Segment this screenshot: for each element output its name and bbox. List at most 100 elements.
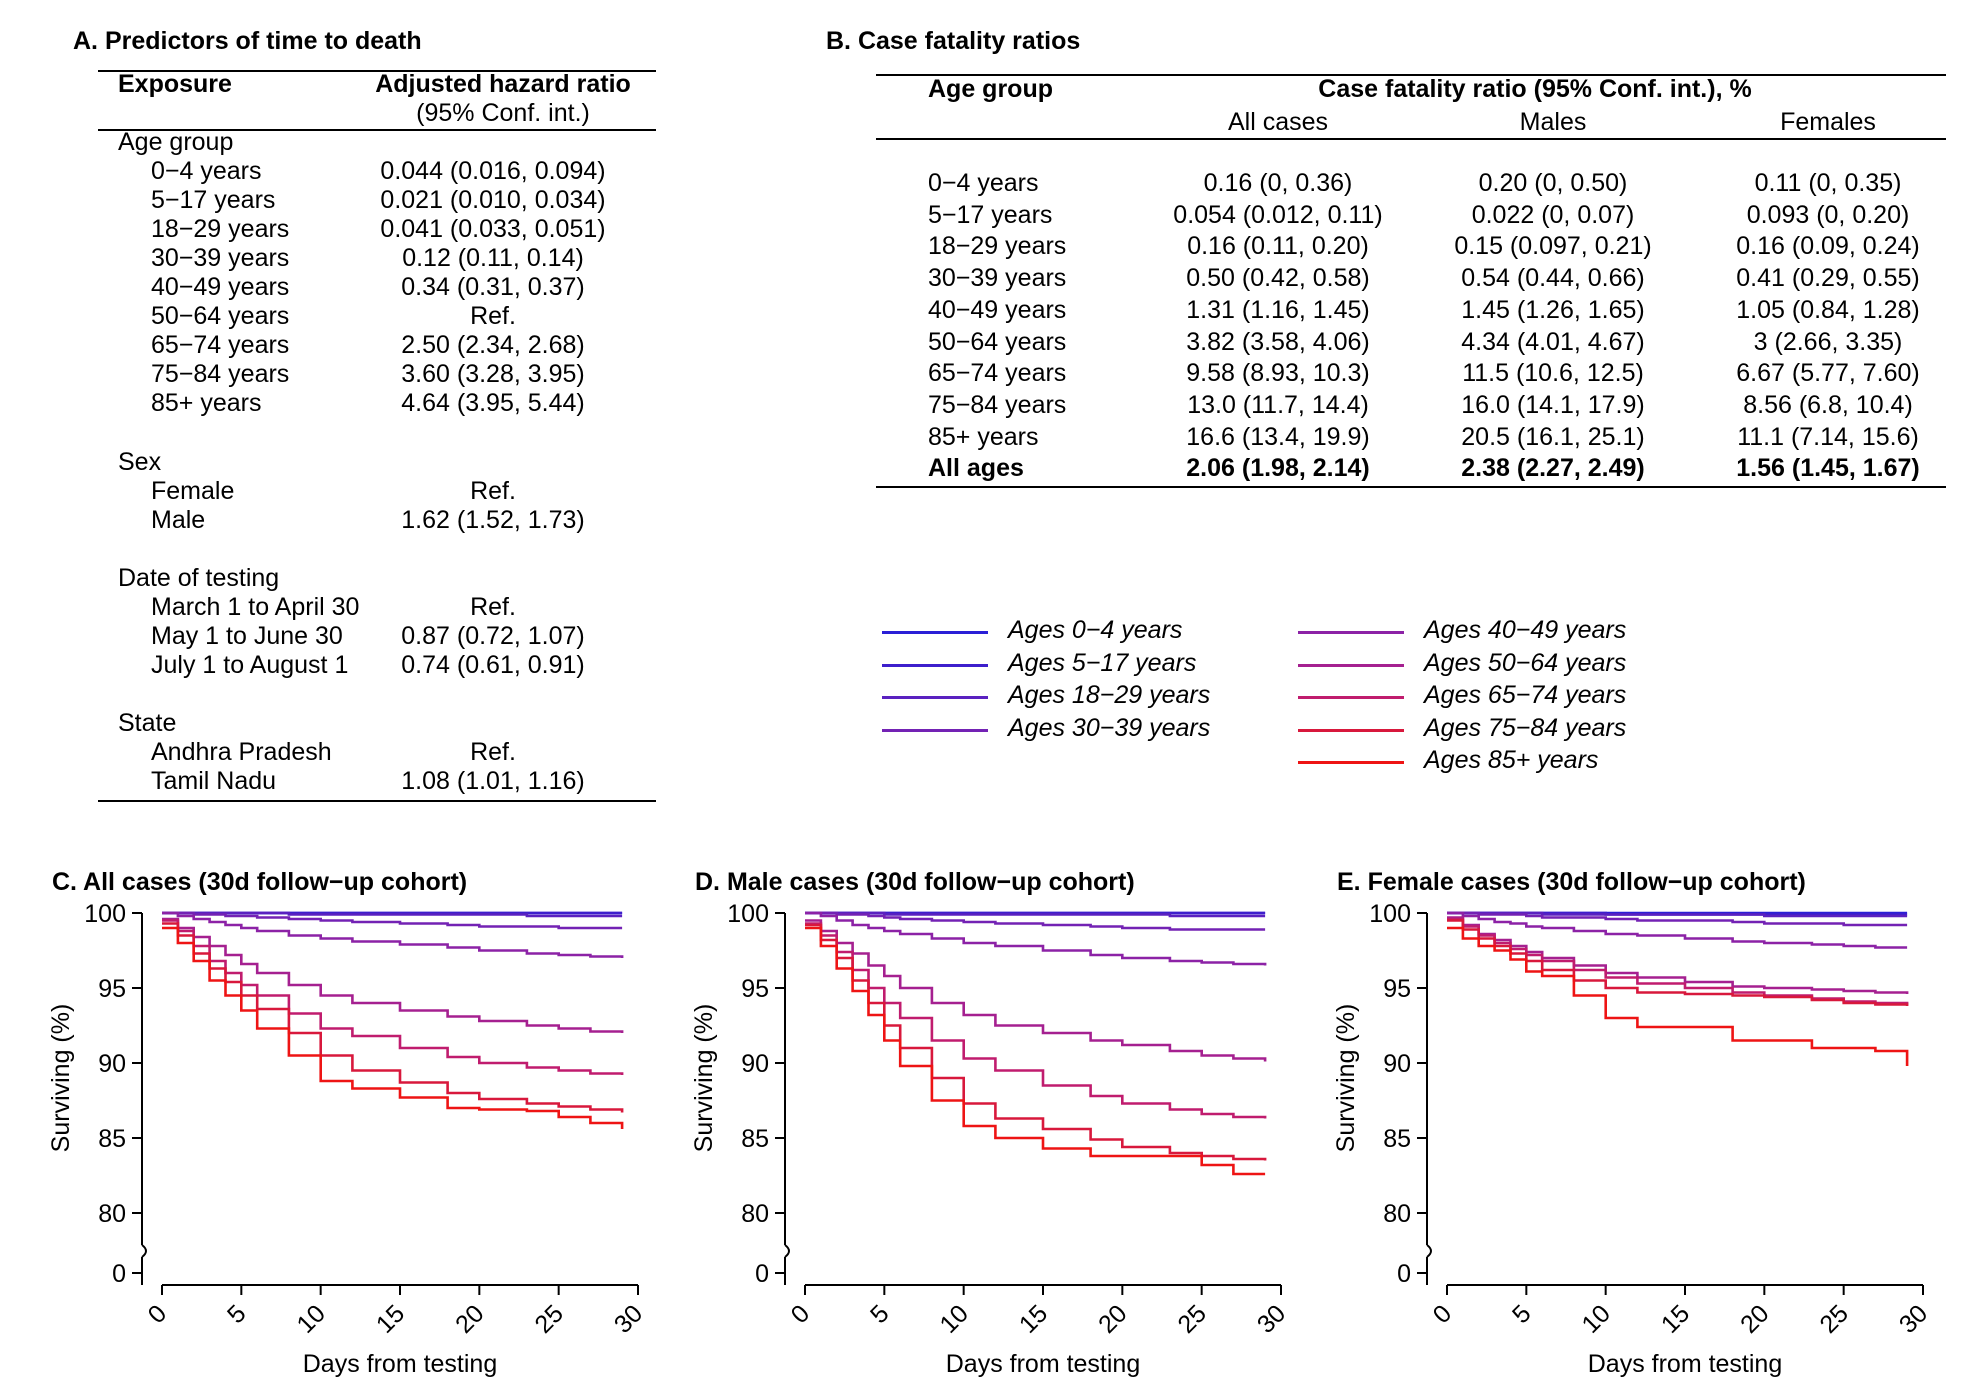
panel-b-sub-females: Females <box>1780 108 1876 136</box>
series-line <box>1447 926 1909 1066</box>
series-line <box>162 919 624 1075</box>
y-tick-label: 100 <box>727 900 769 928</box>
panel-a-row-value: 3.60 (3.28, 3.95) <box>401 360 585 388</box>
panel-b-cell-females: 3 (2.66, 3.35) <box>1753 327 1903 356</box>
panel-b-cell-females: 8.56 (6.8, 10.4) <box>1743 390 1913 419</box>
panel-a-row-value: 4.64 (3.95, 5.44) <box>401 389 585 417</box>
legend-swatch <box>1298 663 1404 667</box>
series-line <box>1447 911 1908 949</box>
panel-a-row-label: 75−84 years <box>151 360 290 388</box>
panel-a-row-label: Age group <box>118 128 234 156</box>
panel-b-row-age: 30−39 years <box>928 264 1067 293</box>
series-line <box>1447 919 1909 1006</box>
y-tick-label: 85 <box>1383 1125 1411 1153</box>
series-line <box>162 911 623 930</box>
chart-2: E. Female cases (30d follow−up cohort) 0 8… <box>1332 868 1933 1378</box>
panel-a-row-value: Ref. <box>470 477 516 505</box>
panel-a-row-label: 65−74 years <box>151 331 290 359</box>
y-axis-label: Surviving (%) <box>690 1004 718 1153</box>
panel-b-cell-males: 11.5 (10.6, 12.5) <box>1462 359 1644 388</box>
panel-b-row-age: 75−84 years <box>928 390 1067 419</box>
x-tick-label: 15 <box>1014 1299 1053 1338</box>
x-tick-label: 15 <box>1656 1299 1695 1338</box>
panel-b-col-span: Case fatality ratio (95% Conf. int.), % <box>1318 75 1752 103</box>
panel-b-cell-males: 1.45 (1.26, 1.65) <box>1461 295 1645 324</box>
x-tick-label: 5 <box>1507 1299 1537 1329</box>
panel-b-cell-males: 0.15 (0.097, 0.21) <box>1454 232 1652 261</box>
chart-1: D. Male cases (30d follow−up cohort) 0 80 8… <box>690 868 1291 1378</box>
y-tick-label: 85 <box>741 1125 769 1153</box>
panel-b-cell-females: 11.1 (7.14, 15.6) <box>1737 422 1919 451</box>
panel-a-row-label: 40−49 years <box>151 273 290 301</box>
series-line <box>162 922 624 1113</box>
chart-title: E. Female cases (30d follow−up cohort) <box>1337 868 1806 896</box>
y-tick-label: 0 <box>112 1260 126 1288</box>
panel-b-cell-males: 16.0 (14.1, 17.9) <box>1461 390 1645 419</box>
y-tick-label: 90 <box>1383 1050 1411 1078</box>
series-line <box>805 911 1266 931</box>
panel-b-row-age: 0−4 years <box>928 169 1039 197</box>
panel-b-row-age: 65−74 years <box>928 359 1067 388</box>
panel-b-cell-males: 0.54 (0.44, 0.66) <box>1461 264 1645 293</box>
panel-b-cell-all: 13.0 (11.7, 14.4) <box>1187 390 1369 419</box>
x-tick-label: 20 <box>450 1299 489 1338</box>
x-tick-label: 25 <box>1172 1299 1211 1338</box>
series-line <box>805 926 1266 1176</box>
panel-a-row-label: March 1 to April 30 <box>151 593 360 621</box>
y-tick-label: 100 <box>84 900 126 928</box>
panel-b-row-age: 40−49 years <box>928 295 1067 324</box>
y-tick-label: 95 <box>1383 975 1411 1003</box>
legend-swatch <box>882 631 988 634</box>
panel-b-cell-females: 0.11 (0, 0.35) <box>1754 169 1902 197</box>
panel-a-row-value: 1.62 (1.52, 1.73) <box>401 506 585 534</box>
y-tick-label: 80 <box>741 1200 769 1228</box>
x-tick-label: 30 <box>609 1299 648 1338</box>
y-tick-label: 0 <box>1397 1260 1411 1288</box>
panel-a-row-value: Ref. <box>470 738 516 766</box>
panel-a-col-hr: Adjusted hazard ratio <box>375 70 631 98</box>
y-tick-label: 95 <box>741 975 769 1003</box>
panel-a-row-value: Ref. <box>470 302 516 330</box>
panel-a-row-label: Female <box>151 477 235 505</box>
legend-swatch <box>1298 761 1404 765</box>
panel-a-row-label: 85+ years <box>151 389 262 417</box>
series-line <box>162 917 624 1033</box>
panel-a-col-hr-sub: (95% Conf. int.) <box>416 99 590 127</box>
panel-b-cell-males: 20.5 (16.1, 25.1) <box>1461 422 1645 451</box>
chart-title: D. Male cases (30d follow−up cohort) <box>695 868 1135 896</box>
panel-b-cell-males: 2.38 (2.27, 2.49) <box>1461 454 1645 483</box>
panel-b-cell-females: 1.56 (1.45, 1.67) <box>1736 454 1920 483</box>
x-tick-label: 20 <box>1093 1299 1132 1338</box>
legend-swatch <box>882 696 988 700</box>
panel-a-row-label: May 1 to June 30 <box>151 622 343 650</box>
panel-a-row-label: 30−39 years <box>151 244 290 272</box>
y-tick-label: 90 <box>98 1050 126 1078</box>
series-line <box>805 911 1267 966</box>
y-tick-label: 0 <box>755 1260 769 1288</box>
panel-b-cell-all: 0.16 (0.11, 0.20) <box>1187 232 1369 261</box>
panel-b-cell-males: 0.20 (0, 0.50) <box>1478 169 1628 197</box>
legend-swatch <box>882 663 988 667</box>
series-line <box>805 911 1266 918</box>
series-line <box>162 926 624 1129</box>
x-tick-label: 25 <box>1814 1299 1853 1338</box>
panel-a-row-value: 0.74 (0.61, 0.91) <box>401 651 585 679</box>
panel-b-bottom-rule <box>876 486 1946 488</box>
panel-b-cell-all: 0.16 (0, 0.36) <box>1203 169 1353 197</box>
panel-a-row-label: July 1 to August 1 <box>151 651 349 679</box>
panel-a-row-value: 0.021 (0.010, 0.034) <box>380 186 606 214</box>
x-axis-label: Days from testing <box>946 1350 1141 1378</box>
legend-swatch <box>1298 631 1404 634</box>
panel-b-row-age: 50−64 years <box>928 327 1067 356</box>
x-tick-label: 5 <box>865 1299 895 1329</box>
panel-b-cell-all: 9.58 (8.93, 10.3) <box>1186 359 1370 388</box>
panel-b-cell-females: 0.16 (0.09, 0.24) <box>1736 232 1920 261</box>
panel-b-col-age: Age group <box>928 75 1053 103</box>
panel-b-title: B. Case fatality ratios <box>826 27 1081 55</box>
panel-b-row-age: 18−29 years <box>928 232 1067 261</box>
axis-break <box>141 1244 147 1258</box>
x-tick-label: 15 <box>371 1299 410 1338</box>
legend-label: Ages 18−29 years <box>1008 681 1211 710</box>
x-tick-label: 25 <box>529 1299 568 1338</box>
